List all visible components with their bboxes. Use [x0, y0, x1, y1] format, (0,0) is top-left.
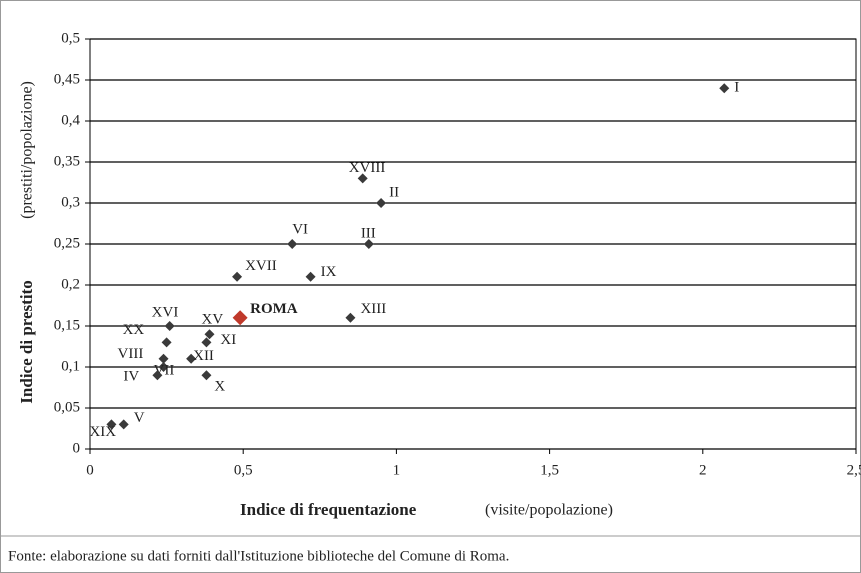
point-label: XVIII [349, 160, 386, 176]
point [357, 173, 368, 184]
point [152, 370, 163, 381]
point [201, 337, 212, 348]
y-tick-label: 0,45 [54, 71, 80, 87]
point-label: II [389, 184, 399, 200]
point [201, 370, 212, 381]
y-tick-label: 0,25 [54, 235, 80, 251]
point-label: XIII [360, 301, 386, 317]
x-axis-note: (visite/popolazione) [485, 502, 613, 519]
point-label: X [214, 379, 225, 395]
point-label: IV [123, 369, 139, 385]
point-label: VIII [118, 346, 144, 362]
point [106, 419, 117, 430]
point [305, 271, 316, 282]
x-tick-label: 2,5 [847, 462, 861, 478]
y-tick-label: 0,05 [54, 399, 80, 415]
point [186, 353, 197, 364]
y-tick-label: 0,15 [54, 317, 80, 333]
x-tick-label: 1 [393, 462, 401, 478]
point-label: XVII [245, 258, 277, 274]
point [232, 310, 248, 326]
point-label: XVI [152, 304, 179, 320]
y-tick-label: 0,35 [54, 153, 80, 169]
y-tick-label: 0 [73, 440, 81, 456]
x-tick-label: 0 [86, 462, 94, 478]
point [376, 198, 387, 208]
point-label: III [361, 225, 376, 241]
point-label: IX [321, 264, 337, 280]
point [204, 329, 215, 340]
source-note: Fonte: elaborazione su dati forniti dall… [8, 548, 509, 564]
point [363, 239, 374, 249]
y-tick-label: 0,5 [61, 30, 80, 46]
x-tick-label: 1,5 [540, 462, 559, 478]
point [719, 83, 730, 94]
point-label: V [134, 410, 145, 426]
point-label: ROMA [250, 301, 298, 317]
point [287, 239, 298, 249]
y-tick-label: 0,4 [61, 112, 80, 128]
point-label: XV [201, 312, 223, 328]
point [118, 419, 129, 430]
point-label: XIX [89, 424, 116, 440]
y-tick-label: 0,1 [61, 358, 80, 374]
point-label: XII [193, 348, 214, 364]
point [158, 362, 169, 372]
point [161, 337, 172, 348]
point-label: XX [123, 322, 145, 338]
y-tick-label: 0,2 [61, 276, 80, 292]
point-label: XI [220, 332, 236, 348]
y-axis-note: (prestiti/popolazione) [19, 81, 36, 219]
y-axis-label: Indice di prestito [17, 280, 36, 403]
point [164, 321, 175, 331]
y-tick-label: 0,3 [61, 194, 80, 210]
x-tick-label: 2 [699, 462, 707, 478]
point-label: VI [292, 221, 308, 237]
x-axis-label: Indice di frequentazione [240, 500, 417, 519]
point [345, 312, 356, 323]
point-label: I [734, 80, 739, 96]
point [232, 271, 243, 282]
x-tick-label: 0,5 [234, 462, 253, 478]
point [158, 353, 169, 364]
